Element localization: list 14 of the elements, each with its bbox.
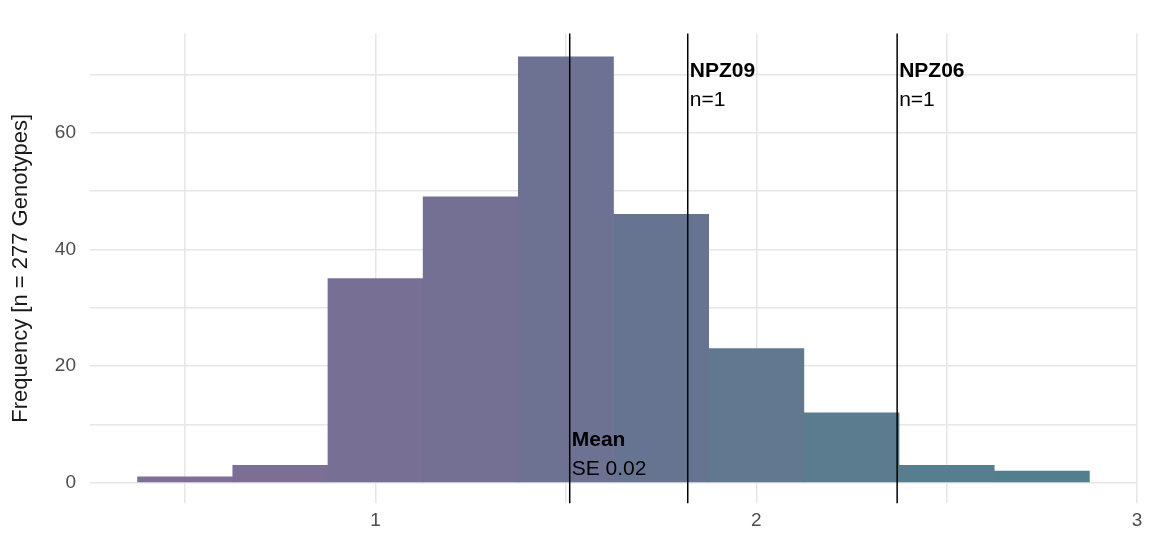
x-tick-label: 2 bbox=[750, 508, 762, 530]
ref-line-label: NPZ06 bbox=[899, 57, 965, 81]
x-tick-label: 3 bbox=[1131, 508, 1143, 530]
annotation: SE 0.02 bbox=[571, 455, 647, 479]
annotation: n=1 bbox=[899, 86, 935, 110]
annotation: n=1 bbox=[689, 86, 726, 110]
x-tick-label: 1 bbox=[370, 508, 381, 530]
y-tick-label: 40 bbox=[54, 237, 76, 259]
ref-line-label: Mean bbox=[571, 426, 626, 450]
y-tick-label: 0 bbox=[65, 471, 76, 493]
y-tick-label: 60 bbox=[54, 120, 76, 142]
y-axis-title: Frequency [n = 277 Genotypes] bbox=[7, 113, 33, 423]
ref-line-label: NPZ09 bbox=[689, 57, 756, 81]
y-tick-label: 20 bbox=[54, 354, 76, 376]
